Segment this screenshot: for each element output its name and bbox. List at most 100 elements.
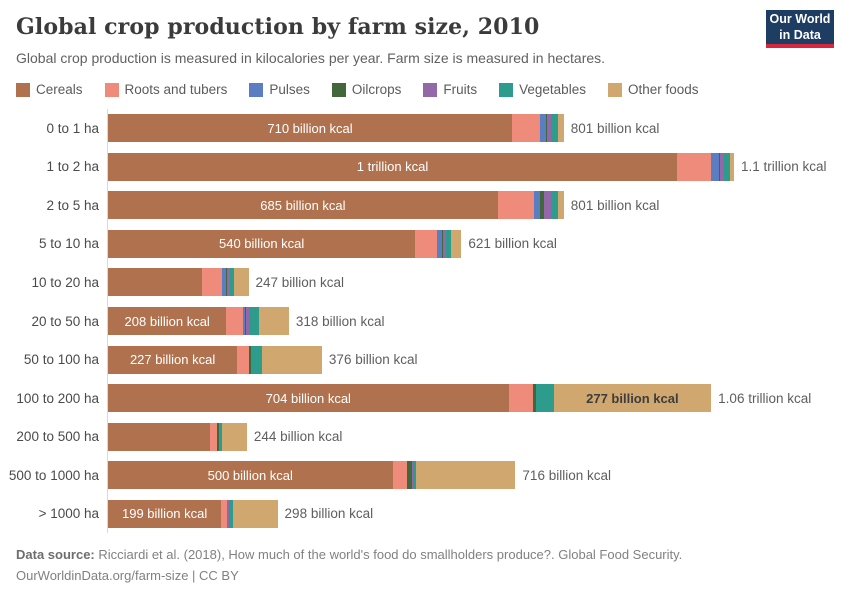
- category-label: 5 to 10 ha: [38, 236, 99, 252]
- segment-cereals[interactable]: 710 billion kcal: [108, 114, 513, 143]
- segment-fruits[interactable]: [228, 499, 229, 528]
- legend-item-vegetables[interactable]: Vegetables: [499, 82, 586, 97]
- segment-other-foods[interactable]: [415, 461, 516, 490]
- segment-cereals[interactable]: 227 billion kcal: [108, 345, 238, 374]
- segment-roots-and-tubers[interactable]: [415, 229, 438, 258]
- segment-fruits[interactable]: [546, 114, 551, 143]
- segment-cereals[interactable]: 685 billion kcal: [108, 191, 498, 220]
- segment-other-foods[interactable]: [558, 114, 564, 143]
- segment-pulses[interactable]: [540, 114, 547, 143]
- segment-other-foods[interactable]: [259, 307, 289, 335]
- segment-vegetables[interactable]: [413, 461, 416, 490]
- segment-oilcrops[interactable]: [249, 345, 251, 374]
- total-value-label: 716 billion kcal: [522, 467, 611, 483]
- stacked-bar: 540 billion kcal: [108, 229, 462, 258]
- segment-pulses[interactable]: [532, 384, 534, 413]
- segment-oilcrops[interactable]: [227, 499, 229, 528]
- segment-vegetables[interactable]: [219, 422, 223, 451]
- segment-oilcrops[interactable]: [546, 114, 547, 143]
- legend-item-oilcrops[interactable]: Oilcrops: [331, 82, 401, 97]
- segment-fruits[interactable]: [544, 191, 551, 220]
- cereal-value-label: 685 billion kcal: [260, 197, 346, 213]
- segment-other-foods[interactable]: [222, 422, 247, 451]
- segment-oilcrops[interactable]: [217, 422, 219, 451]
- segment-vegetables[interactable]: [248, 307, 260, 335]
- segment-other-foods[interactable]: [729, 152, 734, 181]
- segment-pulses[interactable]: [710, 152, 720, 181]
- segment-fruits[interactable]: [719, 152, 725, 181]
- segment-oilcrops[interactable]: [533, 384, 536, 413]
- segment-cereals[interactable]: 1 trillion kcal: [108, 152, 678, 181]
- segment-pulses[interactable]: [216, 422, 218, 451]
- segment-fruits[interactable]: [250, 345, 252, 374]
- segment-cereals[interactable]: [108, 268, 202, 297]
- segment-vegetables[interactable]: [536, 384, 554, 413]
- segment-oilcrops[interactable]: [226, 268, 227, 297]
- segment-pulses[interactable]: [248, 345, 250, 374]
- segment-pulses[interactable]: [243, 307, 246, 335]
- segment-other-foods[interactable]: [233, 499, 278, 528]
- bar-row: 5 to 10 ha 540 billion kcal 621 billion kc…: [0, 225, 850, 264]
- segment-oilcrops[interactable]: [245, 307, 247, 335]
- legend-label: Pulses: [269, 82, 310, 97]
- segment-other-foods[interactable]: [557, 191, 564, 220]
- segment-roots-and-tubers[interactable]: [201, 268, 222, 297]
- segment-pulses[interactable]: [437, 229, 443, 258]
- legend-item-fruits[interactable]: Fruits: [423, 82, 477, 97]
- segment-vegetables[interactable]: [550, 114, 559, 143]
- total-value-label: 318 billion kcal: [295, 313, 385, 329]
- segment-pulses[interactable]: [406, 461, 408, 490]
- segment-roots-and-tubers[interactable]: [221, 499, 227, 528]
- segment-roots-and-tubers[interactable]: [210, 422, 217, 451]
- segment-roots-and-tubers[interactable]: [497, 191, 534, 220]
- segment-roots-and-tubers[interactable]: [237, 345, 249, 374]
- segment-pulses[interactable]: [226, 499, 228, 528]
- segment-vegetables[interactable]: [228, 499, 234, 528]
- segment-oilcrops[interactable]: [719, 152, 720, 181]
- owid-logo-line2: in Data: [779, 28, 821, 42]
- stacked-bar: 704 billion kcal 277 billion kcal: [108, 384, 712, 413]
- legend-item-cereals[interactable]: Cereals: [16, 82, 83, 97]
- category-label: 1 to 2 ha: [46, 159, 99, 175]
- segment-pulses[interactable]: [533, 191, 540, 220]
- segment-roots-and-tubers[interactable]: [677, 152, 711, 181]
- legend-item-other-foods[interactable]: Other foods: [607, 82, 699, 97]
- segment-oilcrops[interactable]: [442, 229, 443, 258]
- segment-pulses[interactable]: [221, 268, 227, 297]
- legend-label: Other foods: [627, 82, 699, 97]
- legend-item-pulses[interactable]: Pulses: [249, 82, 310, 97]
- license-link[interactable]: OurWorldinData.org/farm-size | CC BY: [16, 567, 239, 583]
- segment-vegetables[interactable]: [251, 345, 262, 374]
- owid-logo[interactable]: Our World in Data: [766, 10, 834, 48]
- segment-roots-and-tubers[interactable]: [226, 307, 244, 335]
- segment-fruits[interactable]: [442, 229, 446, 258]
- segment-fruits[interactable]: [535, 384, 537, 413]
- total-value-label: 247 billion kcal: [255, 274, 345, 290]
- segment-vegetables[interactable]: [724, 152, 730, 181]
- segment-roots-and-tubers[interactable]: [508, 384, 533, 413]
- segment-fruits[interactable]: [226, 268, 231, 297]
- segment-roots-and-tubers[interactable]: [512, 114, 541, 143]
- segment-cereals[interactable]: 199 billion kcal: [108, 499, 222, 528]
- segment-vegetables[interactable]: [230, 268, 235, 297]
- segment-cereals[interactable]: 500 billion kcal: [108, 461, 393, 490]
- segment-fruits[interactable]: [412, 461, 413, 490]
- segment-roots-and-tubers[interactable]: [392, 461, 407, 490]
- total-value-label: 1.1 trillion kcal: [740, 159, 827, 175]
- segment-fruits[interactable]: [246, 307, 249, 335]
- segment-oilcrops[interactable]: [407, 461, 413, 490]
- segment-cereals[interactable]: 540 billion kcal: [108, 229, 416, 258]
- segment-fruits[interactable]: [218, 422, 220, 451]
- segment-cereals[interactable]: 704 billion kcal: [108, 384, 509, 413]
- segment-vegetables[interactable]: [446, 229, 451, 258]
- segment-cereals[interactable]: 208 billion kcal: [108, 307, 227, 335]
- segment-other-foods[interactable]: 277 billion kcal: [553, 384, 712, 413]
- segment-vegetables[interactable]: [550, 191, 558, 220]
- legend-item-roots-and-tubers[interactable]: Roots and tubers: [104, 82, 227, 97]
- segment-other-foods[interactable]: [261, 345, 322, 374]
- segment-oilcrops[interactable]: [539, 191, 545, 220]
- segment-other-foods[interactable]: [450, 229, 462, 258]
- segment-other-foods[interactable]: [234, 268, 249, 297]
- stacked-bar: [108, 422, 247, 451]
- segment-cereals[interactable]: [108, 422, 211, 451]
